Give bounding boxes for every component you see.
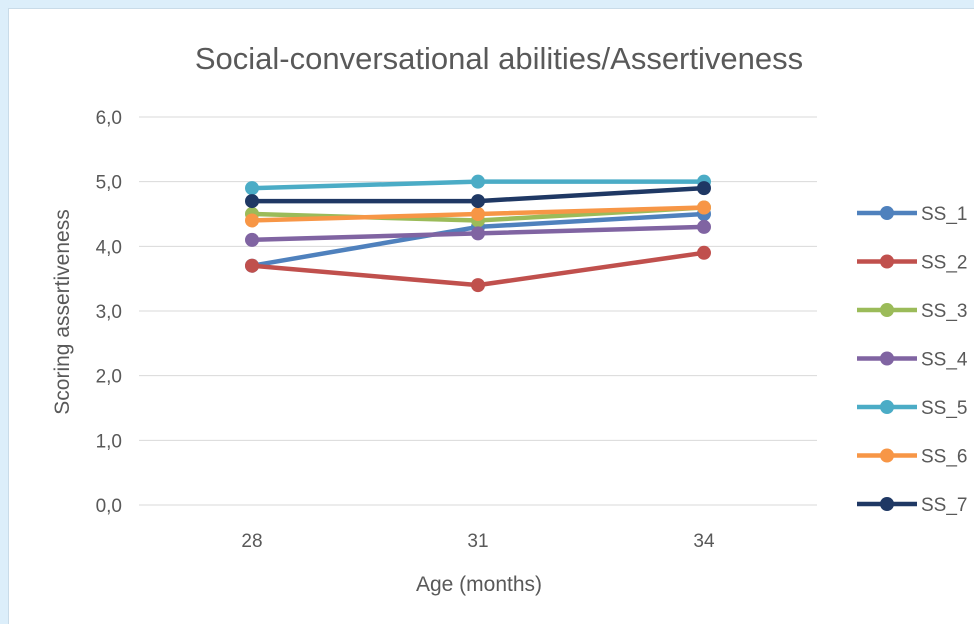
x-tick-label: 28 [241, 531, 262, 552]
chart-title: Social-conversational abilities/Assertiv… [195, 41, 803, 76]
y-tick-label: 0,0 [96, 496, 122, 517]
legend-item: SS_5 [857, 398, 967, 419]
y-tick-label: 4,0 [96, 237, 122, 258]
x-axis-ticks: 28 31 34 [241, 531, 715, 552]
data-point [471, 207, 485, 221]
legend-item: SS_4 [857, 350, 968, 371]
legend-item: SS_3 [857, 301, 967, 322]
legend-label: SS_6 [921, 447, 967, 468]
data-point [245, 181, 259, 196]
series-ss-6 [245, 200, 711, 228]
y-tick-label: 3,0 [96, 302, 122, 323]
data-point [697, 245, 711, 260]
legend-swatch-marker [880, 303, 894, 317]
data-point [471, 278, 485, 293]
legend-swatch-marker [880, 497, 894, 511]
legend-label: SS_5 [921, 398, 967, 419]
legend: SS_1 SS_2 SS_3 SS_4 SS_5 SS_6 SS_7 [857, 204, 968, 516]
y-axis-label: Scoring assertiveness [51, 209, 74, 414]
y-tick-label: 5,0 [96, 173, 122, 194]
data-point [245, 232, 259, 247]
series-layer [245, 174, 711, 293]
legend-item: SS_7 [857, 495, 967, 516]
x-axis-label: Age (months) [416, 573, 542, 596]
data-point [471, 226, 485, 241]
data-point [697, 219, 711, 234]
data-point [245, 258, 259, 273]
series-ss-2 [245, 245, 711, 293]
y-tick-label: 6,0 [96, 108, 122, 129]
x-tick-label: 31 [467, 531, 488, 552]
y-axis-ticks: 0,0 1,0 2,0 3,0 4,0 5,0 6,0 [96, 108, 122, 517]
series-ss-7 [245, 181, 711, 209]
legend-swatch-marker [880, 400, 894, 414]
legend-item: SS_2 [857, 253, 967, 274]
legend-label: SS_7 [921, 495, 967, 516]
legend-swatch-marker [880, 206, 894, 220]
data-point [245, 194, 259, 209]
y-tick-label: 1,0 [96, 431, 122, 452]
data-point [245, 213, 259, 228]
data-point [697, 181, 711, 196]
legend-item: SS_6 [857, 447, 967, 468]
series-ss-4 [245, 219, 711, 247]
data-point [471, 194, 485, 209]
y-tick-label: 2,0 [96, 367, 122, 388]
legend-swatch-marker [880, 254, 894, 269]
data-point [697, 200, 711, 215]
legend-label: SS_4 [921, 350, 968, 371]
chart-frame: Social-conversational abilities/Assertiv… [8, 8, 974, 624]
legend-label: SS_2 [921, 253, 967, 274]
data-point [471, 174, 485, 189]
x-tick-label: 34 [693, 531, 715, 552]
legend-swatch-marker [880, 351, 894, 366]
legend-swatch-marker [880, 448, 894, 463]
line-chart: Social-conversational abilities/Assertiv… [51, 41, 968, 596]
legend-item: SS_1 [857, 204, 967, 225]
legend-label: SS_1 [921, 204, 967, 225]
legend-label: SS_3 [921, 301, 967, 322]
